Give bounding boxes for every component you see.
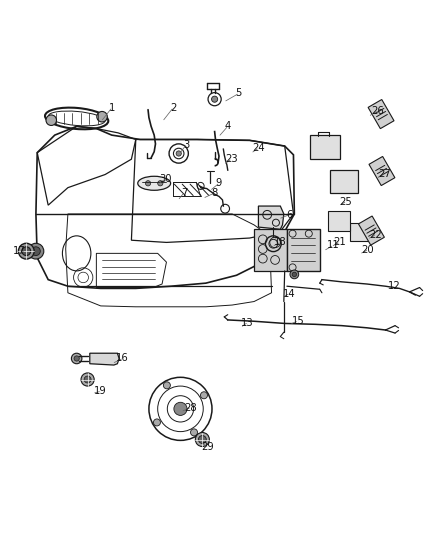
Text: 25: 25 [339,197,353,207]
Circle shape [71,353,82,364]
Circle shape [145,181,151,186]
Circle shape [191,429,198,436]
Text: 23: 23 [225,154,237,164]
Circle shape [158,181,163,186]
Text: 20: 20 [362,245,374,255]
FancyBboxPatch shape [287,229,320,271]
Text: 7: 7 [181,188,187,198]
Text: 18: 18 [274,237,286,247]
Text: 4: 4 [225,122,231,131]
Circle shape [46,115,57,125]
Text: 6: 6 [286,210,292,220]
FancyBboxPatch shape [254,229,287,271]
Text: 30: 30 [159,174,172,184]
Text: 17: 17 [13,246,26,256]
Circle shape [174,402,187,415]
Circle shape [198,435,206,443]
Circle shape [153,419,160,426]
Circle shape [97,111,107,122]
Circle shape [22,247,31,255]
Text: 29: 29 [201,442,215,452]
Circle shape [201,392,208,399]
FancyBboxPatch shape [330,170,358,193]
Text: 11: 11 [326,240,339,251]
Text: 2: 2 [170,103,176,113]
Text: 24: 24 [252,143,265,154]
Circle shape [290,270,299,279]
Circle shape [163,382,170,389]
Polygon shape [358,216,385,245]
Text: 14: 14 [283,289,295,298]
Text: 9: 9 [216,178,222,188]
Circle shape [212,96,218,102]
Text: 28: 28 [184,402,197,413]
Circle shape [195,432,209,447]
Circle shape [84,376,91,383]
Text: 15: 15 [291,316,304,326]
Circle shape [176,151,181,156]
Text: 1: 1 [109,103,115,113]
Circle shape [81,373,94,386]
Polygon shape [90,353,119,365]
Circle shape [18,243,34,259]
Circle shape [28,243,44,259]
Ellipse shape [138,176,170,190]
Polygon shape [368,100,394,128]
Circle shape [32,247,40,255]
Text: 13: 13 [241,318,254,328]
Text: 19: 19 [94,386,107,397]
FancyBboxPatch shape [310,135,340,159]
Text: 12: 12 [388,281,401,291]
Text: 27: 27 [378,168,391,179]
Polygon shape [369,157,395,185]
Text: 5: 5 [236,88,242,99]
FancyBboxPatch shape [328,211,350,231]
Text: 21: 21 [333,237,346,247]
Text: 3: 3 [183,140,189,150]
Text: 8: 8 [212,188,218,198]
Circle shape [292,272,297,277]
Circle shape [74,356,79,361]
Text: 26: 26 [371,106,384,116]
FancyBboxPatch shape [350,223,375,241]
Text: 16: 16 [116,353,129,364]
Polygon shape [258,206,284,229]
Text: 22: 22 [369,230,382,240]
